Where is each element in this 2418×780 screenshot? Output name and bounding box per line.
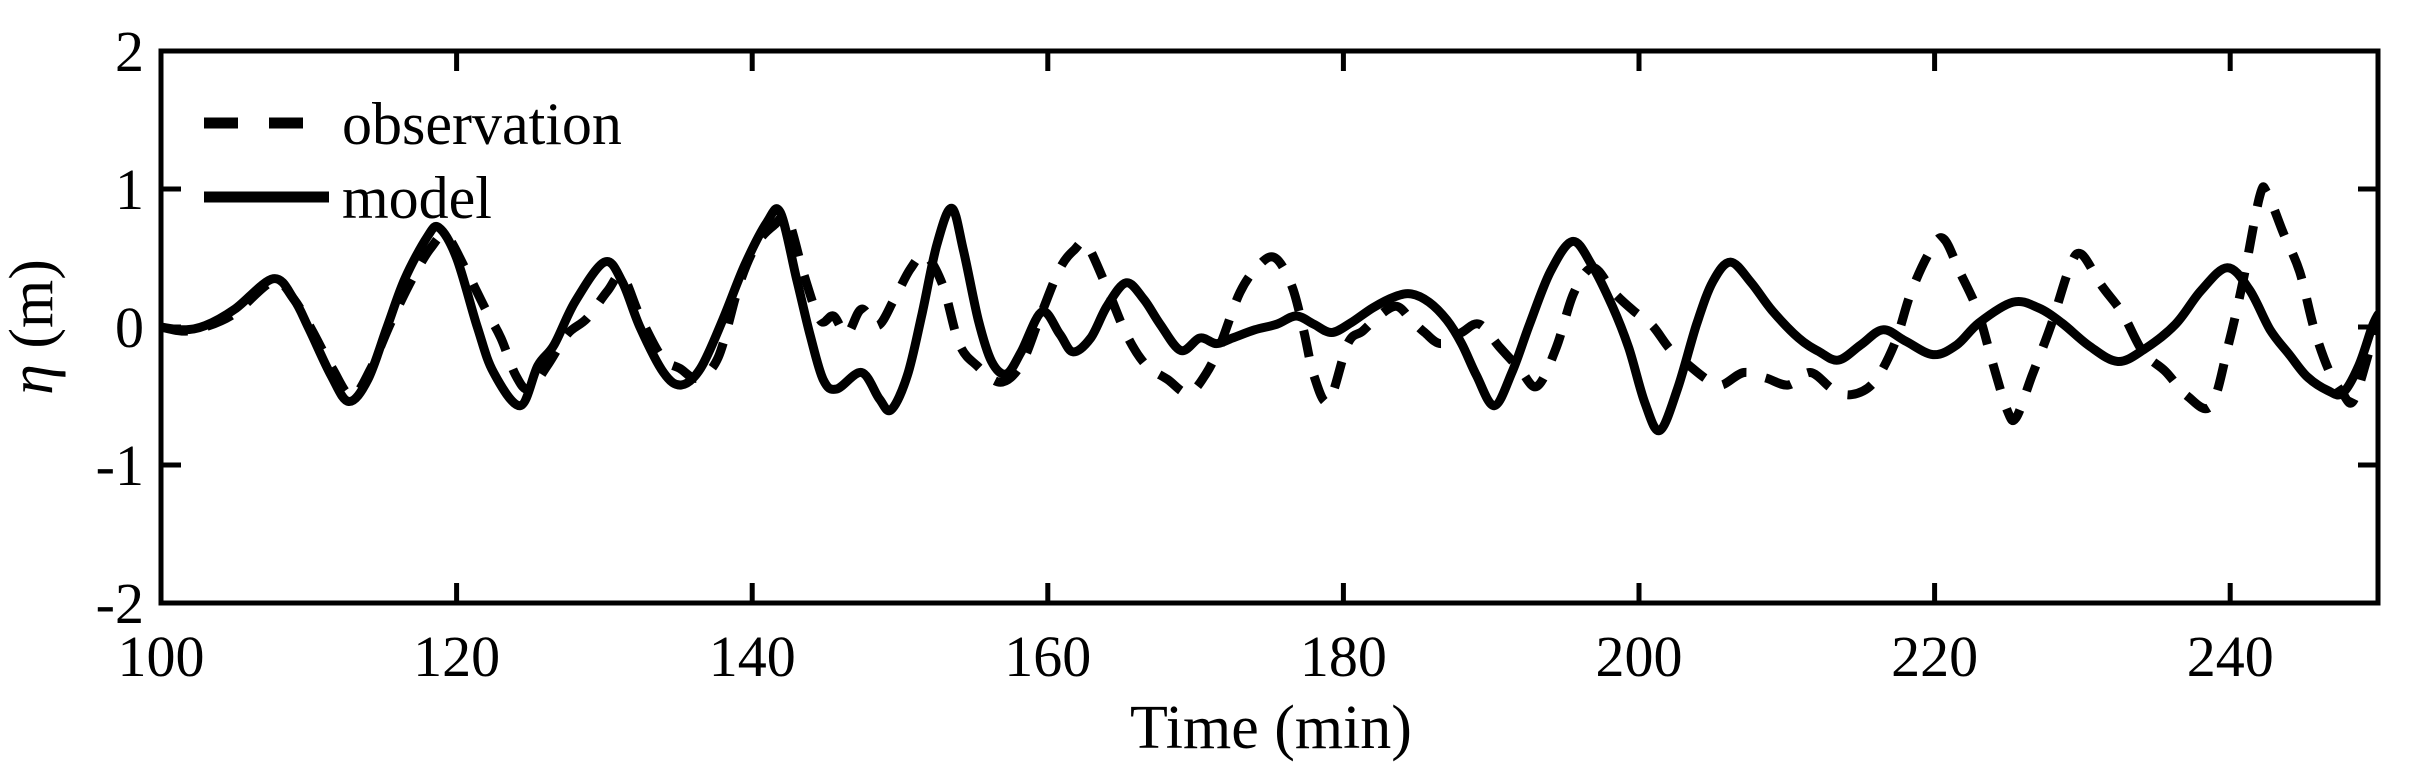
- legend-observation-label: observation: [342, 91, 622, 157]
- x-tick-label: 140: [709, 624, 796, 689]
- y-tick-label: 0: [115, 295, 144, 360]
- observation-line: [161, 182, 2378, 426]
- y-tick-label: 1: [115, 157, 144, 222]
- y-tick-labels: -2 -1 0 1 2: [96, 19, 144, 636]
- model-line: [161, 203, 2378, 436]
- y-tick-label: -2: [96, 571, 144, 636]
- x-tick-labels: 100 120 140 160 180 200 220 240: [118, 624, 2274, 689]
- y-tick-label: -1: [96, 433, 144, 498]
- data-curves: [161, 182, 2378, 436]
- x-tick-label: 100: [118, 624, 205, 689]
- legend: observation model: [204, 91, 622, 231]
- y-axis-title-unit: (m): [0, 259, 66, 364]
- y-axis-title-eta: η: [0, 364, 66, 395]
- x-tick-label: 120: [413, 624, 500, 689]
- x-tick-label: 240: [2187, 624, 2274, 689]
- y-tick-label: 2: [115, 19, 144, 84]
- legend-model-label: model: [342, 165, 492, 231]
- x-tick-label: 200: [1596, 624, 1683, 689]
- x-tick-label: 220: [1891, 624, 1978, 689]
- x-axis-title: Time (min): [1130, 694, 1412, 762]
- x-tick-label: 160: [1004, 624, 1091, 689]
- x-tick-label: 180: [1300, 624, 1387, 689]
- y-axis-title: η (m): [0, 259, 66, 395]
